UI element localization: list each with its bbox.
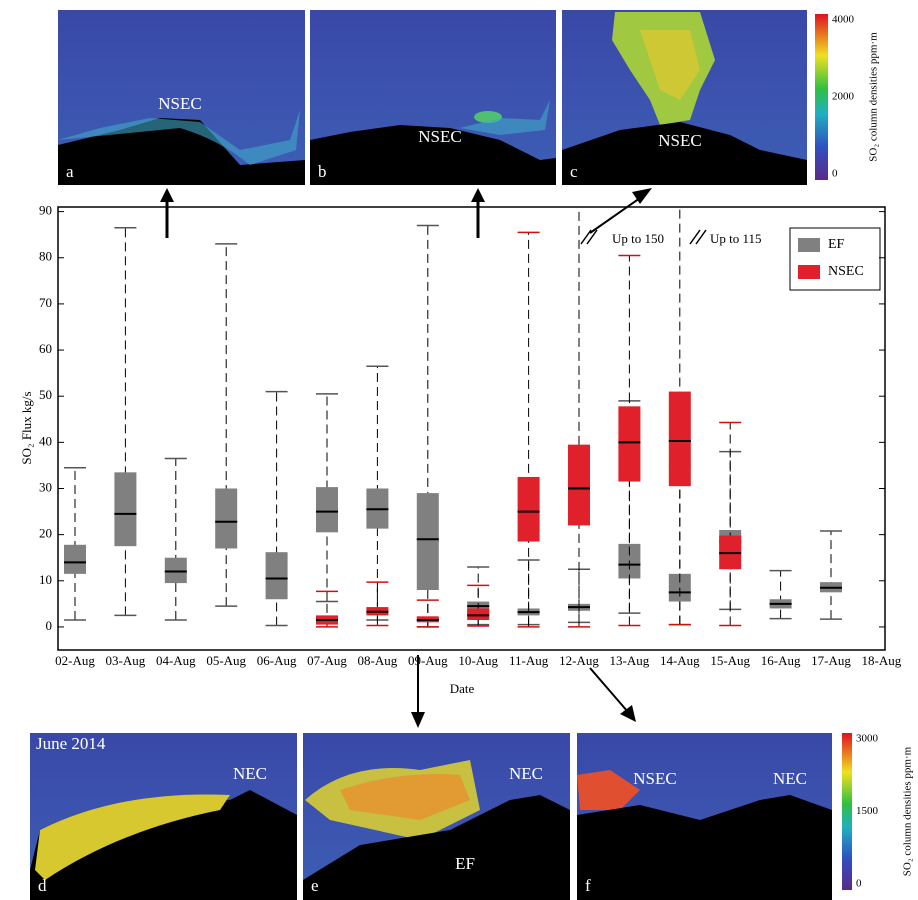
x-tick-label: 04-Aug <box>156 653 196 668</box>
colorbar-tick-label: 2000 <box>832 91 855 103</box>
panel-label: EF <box>455 854 475 873</box>
y-tick-label: 90 <box>39 203 52 218</box>
plume <box>460 100 550 135</box>
x-tick-label: 17-Aug <box>811 653 851 668</box>
panel-label: NEC <box>509 764 543 783</box>
panel-label: NEC <box>233 764 267 783</box>
y-tick-label: 0 <box>46 618 53 633</box>
legend-swatch <box>798 238 820 252</box>
x-tick-label: 10-Aug <box>458 653 498 668</box>
colorbar <box>842 733 852 890</box>
y-tick-label: 60 <box>39 341 52 356</box>
legend-label: NSEC <box>828 264 864 279</box>
x-tick-label: 06-Aug <box>257 653 297 668</box>
annotation: Up to 150 <box>612 231 664 246</box>
box <box>668 391 691 487</box>
x-tick-label: 03-Aug <box>106 653 146 668</box>
colorbar-tick-label: 0 <box>856 878 862 890</box>
box <box>64 544 86 574</box>
x-tick-label: 09-Aug <box>408 653 448 668</box>
panel-title: June 2014 <box>36 734 106 753</box>
panel-label: NEC <box>773 769 807 788</box>
x-tick-label: 11-Aug <box>509 653 549 668</box>
y-axis-label: SO₂ Flux kg/s <box>19 391 34 464</box>
box <box>265 552 288 600</box>
plume <box>577 770 640 810</box>
box <box>316 487 338 533</box>
x-tick-label: 12-Aug <box>559 653 599 668</box>
x-tick-label: 18-Aug <box>862 653 902 668</box>
bottom-images <box>30 733 852 900</box>
legend-swatch <box>798 265 820 279</box>
colorbar-label: SO₂ column densities ppm·m <box>902 746 914 876</box>
y-tick-label: 10 <box>39 572 52 587</box>
panel-letter: d <box>38 876 47 895</box>
panel-letter: f <box>585 876 591 895</box>
y-tick-label: 50 <box>39 387 52 402</box>
mountain <box>577 795 832 900</box>
panel-letter: b <box>318 162 327 181</box>
colorbar-tick-label: 3000 <box>856 733 879 745</box>
y-tick-label: 40 <box>39 433 52 448</box>
panel-label: NSEC <box>658 131 701 150</box>
plume <box>58 110 300 165</box>
y-tick-label: 20 <box>39 526 52 541</box>
panel-letter: c <box>570 162 578 181</box>
plume <box>640 30 700 100</box>
box <box>114 472 137 547</box>
plume <box>35 794 230 880</box>
x-tick-label: 02-Aug <box>55 653 95 668</box>
box <box>215 488 238 549</box>
x-tick-label: 15-Aug <box>710 653 750 668</box>
box <box>517 476 540 542</box>
arrows <box>160 188 652 728</box>
x-tick-label: 05-Aug <box>206 653 246 668</box>
panel-letter: e <box>311 876 319 895</box>
mountain <box>58 118 305 185</box>
box <box>164 557 187 584</box>
colorbar-tick-label: 0 <box>832 168 838 180</box>
y-tick-label: 30 <box>39 479 52 494</box>
mountain <box>310 125 556 185</box>
panel-label: NSEC <box>418 127 461 146</box>
panel-letter: a <box>66 162 74 181</box>
top-images <box>58 10 828 185</box>
colorbar-tick-label: 1500 <box>856 805 879 817</box>
panel-label: NSEC <box>158 94 201 113</box>
x-axis-label: Date <box>450 681 475 696</box>
colorbar-label: SO₂ column densities ppm·m <box>868 32 880 162</box>
panel-label: NSEC <box>633 769 676 788</box>
x-tick-label: 14-Aug <box>660 653 700 668</box>
plot-frame <box>57 206 886 651</box>
y-tick-label: 70 <box>39 295 52 310</box>
colorbar-tick-label: 4000 <box>832 14 855 26</box>
annotation: Up to 115 <box>710 231 762 246</box>
plot-area <box>64 207 842 628</box>
x-tick-label: 13-Aug <box>610 653 650 668</box>
x-tick-label: 07-Aug <box>307 653 347 668</box>
box <box>618 406 641 482</box>
legend-label: EF <box>828 237 845 252</box>
plume <box>340 774 470 820</box>
axis-breaks <box>580 229 707 245</box>
box <box>416 493 439 591</box>
x-tick-label: 08-Aug <box>358 653 398 668</box>
y-tick-label: 80 <box>39 249 52 264</box>
mountain <box>303 795 570 900</box>
box <box>467 608 490 621</box>
colorbar <box>815 14 828 180</box>
x-tick-label: 16-Aug <box>761 653 801 668</box>
mountain <box>562 122 807 185</box>
box <box>568 444 590 526</box>
